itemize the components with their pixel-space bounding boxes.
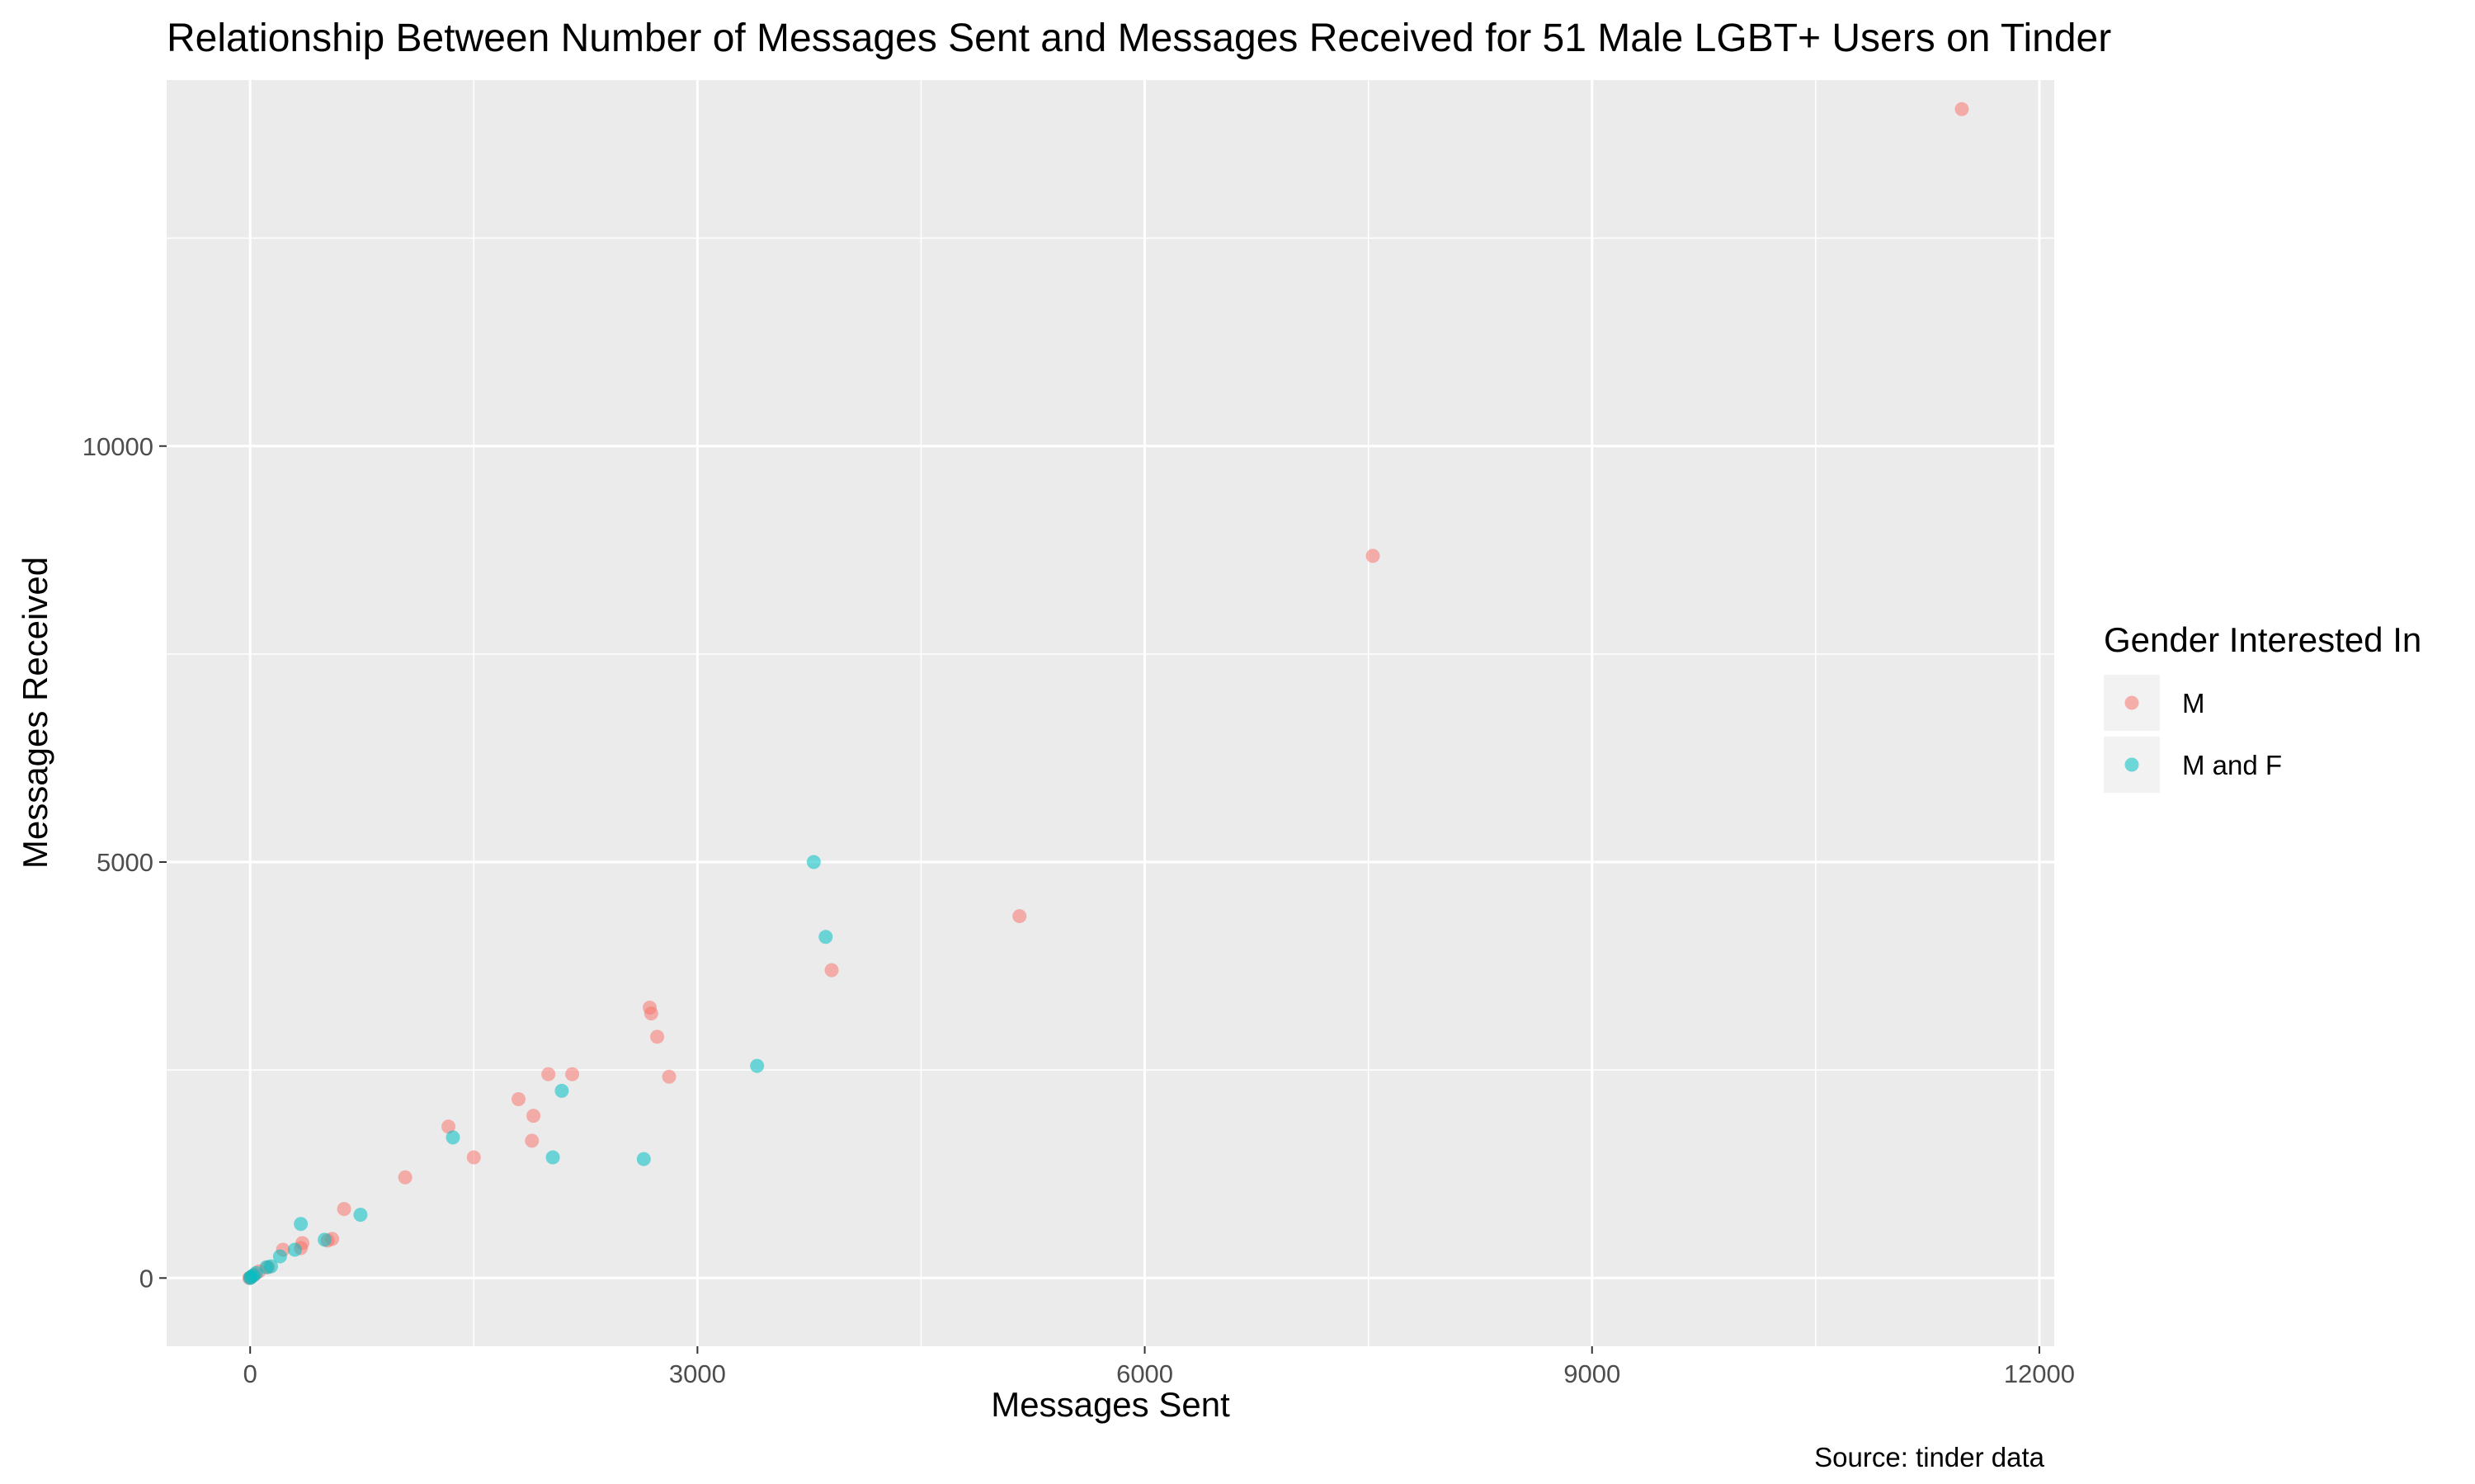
data-point-m-and-f	[353, 1208, 368, 1223]
x-tick-label: 9000	[1563, 1359, 1620, 1388]
data-point-m-and-f	[554, 1083, 569, 1098]
legend-label-m-and-f: M and F	[2182, 750, 2282, 780]
y-axis-title: Messages Received	[16, 557, 54, 869]
data-point-m	[1365, 549, 1380, 563]
x-axis-title: Messages Sent	[991, 1385, 1230, 1424]
data-point-m	[441, 1119, 456, 1134]
chart-title: Relationship Between Number of Messages …	[167, 16, 2111, 60]
legend-marker-m-and-f	[2124, 757, 2139, 772]
minor-gridlines	[167, 80, 2054, 1346]
x-tick-label: 6000	[1116, 1359, 1173, 1388]
data-point-m-and-f	[259, 1260, 274, 1274]
data-point-m-and-f	[750, 1058, 765, 1073]
data-point-m	[466, 1150, 481, 1165]
x-axis-ticks: 0 3000 6000 9000 12000	[243, 1346, 2075, 1388]
data-points	[242, 101, 1969, 1285]
x-tick-label: 12000	[2004, 1359, 2075, 1388]
data-point-m	[541, 1067, 556, 1081]
x-tick-label: 3000	[669, 1359, 726, 1388]
data-point-m-and-f	[818, 930, 833, 945]
y-tick-label: 10000	[82, 432, 153, 461]
data-point-m-and-f	[318, 1232, 332, 1247]
x-tick-label: 0	[243, 1359, 257, 1388]
legend-marker-m	[2124, 695, 2139, 710]
y-tick-label: 5000	[97, 848, 153, 877]
y-axis-ticks: 0 5000 10000	[82, 432, 167, 1293]
data-point-m	[565, 1067, 580, 1081]
data-point-m-and-f	[272, 1249, 287, 1264]
data-point-m-and-f	[545, 1150, 560, 1165]
data-point-m	[824, 963, 839, 978]
data-point-m	[337, 1202, 351, 1217]
data-point-m-and-f	[243, 1270, 257, 1285]
legend-title: Gender Interested In	[2104, 620, 2421, 659]
data-point-m	[644, 1006, 658, 1021]
chart-caption: Source: tinder data	[1814, 1442, 2044, 1472]
data-point-m	[1012, 909, 1027, 924]
data-point-m	[526, 1109, 541, 1124]
data-point-m-and-f	[636, 1152, 651, 1166]
data-point-m-and-f	[294, 1217, 309, 1232]
data-point-m-and-f	[287, 1242, 302, 1257]
data-point-m	[525, 1133, 540, 1148]
legend: Gender Interested In M M and F	[2104, 620, 2421, 793]
legend-label-m: M	[2182, 688, 2205, 718]
data-point-m	[650, 1029, 665, 1044]
major-gridlines	[167, 80, 2054, 1346]
data-point-m	[1954, 101, 1969, 116]
data-point-m	[662, 1069, 676, 1084]
plot-panel	[167, 80, 2054, 1346]
data-point-m	[512, 1091, 526, 1106]
data-point-m-and-f	[806, 855, 821, 869]
y-tick-label: 0	[139, 1264, 153, 1293]
data-point-m-and-f	[446, 1130, 460, 1145]
data-point-m	[398, 1170, 412, 1185]
